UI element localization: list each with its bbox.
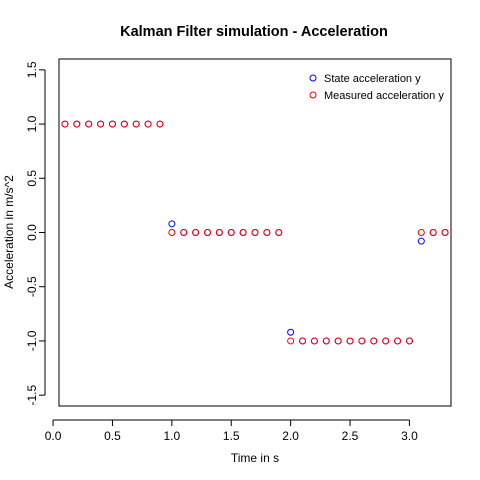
point-measured-acceleration-y — [358, 337, 366, 345]
point-measured-acceleration-y — [382, 337, 390, 345]
x-tick-label: 1.5 — [223, 429, 240, 443]
x-tick-label: 2.0 — [282, 429, 299, 443]
y-axis-label: Acceleration in m/s^2 — [2, 175, 16, 289]
y-tick-label: -1.0 — [25, 330, 39, 351]
data-points — [61, 120, 449, 345]
point-measured-acceleration-y — [441, 229, 449, 236]
point-state-acceleration-y — [168, 220, 176, 228]
x-tick-label: 0.0 — [45, 429, 62, 443]
legend-marker — [309, 91, 317, 99]
point-measured-acceleration-y — [120, 120, 128, 128]
x-tick-label: 2.5 — [342, 429, 359, 443]
point-measured-acceleration-y — [239, 229, 247, 236]
point-measured-acceleration-y — [227, 229, 235, 236]
point-measured-acceleration-y — [405, 337, 413, 345]
x-tick-label: 3.0 — [401, 429, 418, 443]
point-measured-acceleration-y — [299, 337, 307, 345]
legend-label: State acceleration y — [324, 73, 421, 85]
point-measured-acceleration-y — [417, 229, 425, 236]
legend-label: Measured acceleration y — [324, 90, 444, 102]
point-measured-acceleration-y — [108, 120, 116, 128]
point-measured-acceleration-y — [73, 120, 81, 128]
y-tick-label: -1.5 — [25, 384, 39, 405]
point-measured-acceleration-y — [144, 120, 152, 128]
point-measured-acceleration-y — [156, 120, 164, 128]
point-measured-acceleration-y — [287, 337, 295, 345]
y-axis: -1.5 -1.0 -0.5 0.0 0.5 1.0 1.5 — [25, 61, 46, 406]
legend-marker — [309, 74, 317, 82]
point-measured-acceleration-y — [215, 229, 223, 236]
point-measured-acceleration-y — [61, 120, 69, 128]
point-measured-acceleration-y — [168, 229, 176, 236]
point-measured-acceleration-y — [180, 229, 188, 236]
chart-title: Kalman Filter simulation - Acceleration — [120, 24, 388, 40]
point-measured-acceleration-y — [322, 337, 330, 345]
point-measured-acceleration-y — [97, 120, 105, 128]
point-measured-acceleration-y — [334, 337, 342, 345]
point-measured-acceleration-y — [251, 229, 259, 236]
y-tick-label: 1.5 — [25, 61, 39, 78]
x-axis: 0.0 0.5 1.0 1.5 2.0 2.5 3.0 — [45, 419, 418, 443]
point-state-acceleration-y — [417, 237, 425, 245]
plot-frame — [58, 58, 452, 407]
point-measured-acceleration-y — [346, 337, 354, 345]
y-tick-label: 1.0 — [25, 115, 39, 132]
point-measured-acceleration-y — [85, 120, 93, 128]
point-measured-acceleration-y — [394, 337, 402, 345]
legend: State acceleration y Measured acceleratio… — [309, 73, 444, 102]
point-measured-acceleration-y — [275, 229, 283, 236]
point-measured-acceleration-y — [429, 229, 437, 236]
point-measured-acceleration-y — [370, 337, 378, 345]
y-tick-label: 0.5 — [25, 170, 39, 187]
point-measured-acceleration-y — [203, 229, 211, 236]
point-measured-acceleration-y — [132, 120, 140, 128]
y-tick-label: -0.5 — [25, 276, 39, 297]
y-tick-label: 0.0 — [25, 224, 39, 241]
x-tick-label: 0.5 — [104, 429, 121, 443]
x-axis-label: Time in s — [231, 451, 279, 465]
point-state-acceleration-y — [287, 328, 295, 336]
point-measured-acceleration-y — [310, 337, 318, 345]
x-tick-label: 1.0 — [164, 429, 181, 443]
point-measured-acceleration-y — [263, 229, 271, 236]
point-measured-acceleration-y — [192, 229, 200, 236]
